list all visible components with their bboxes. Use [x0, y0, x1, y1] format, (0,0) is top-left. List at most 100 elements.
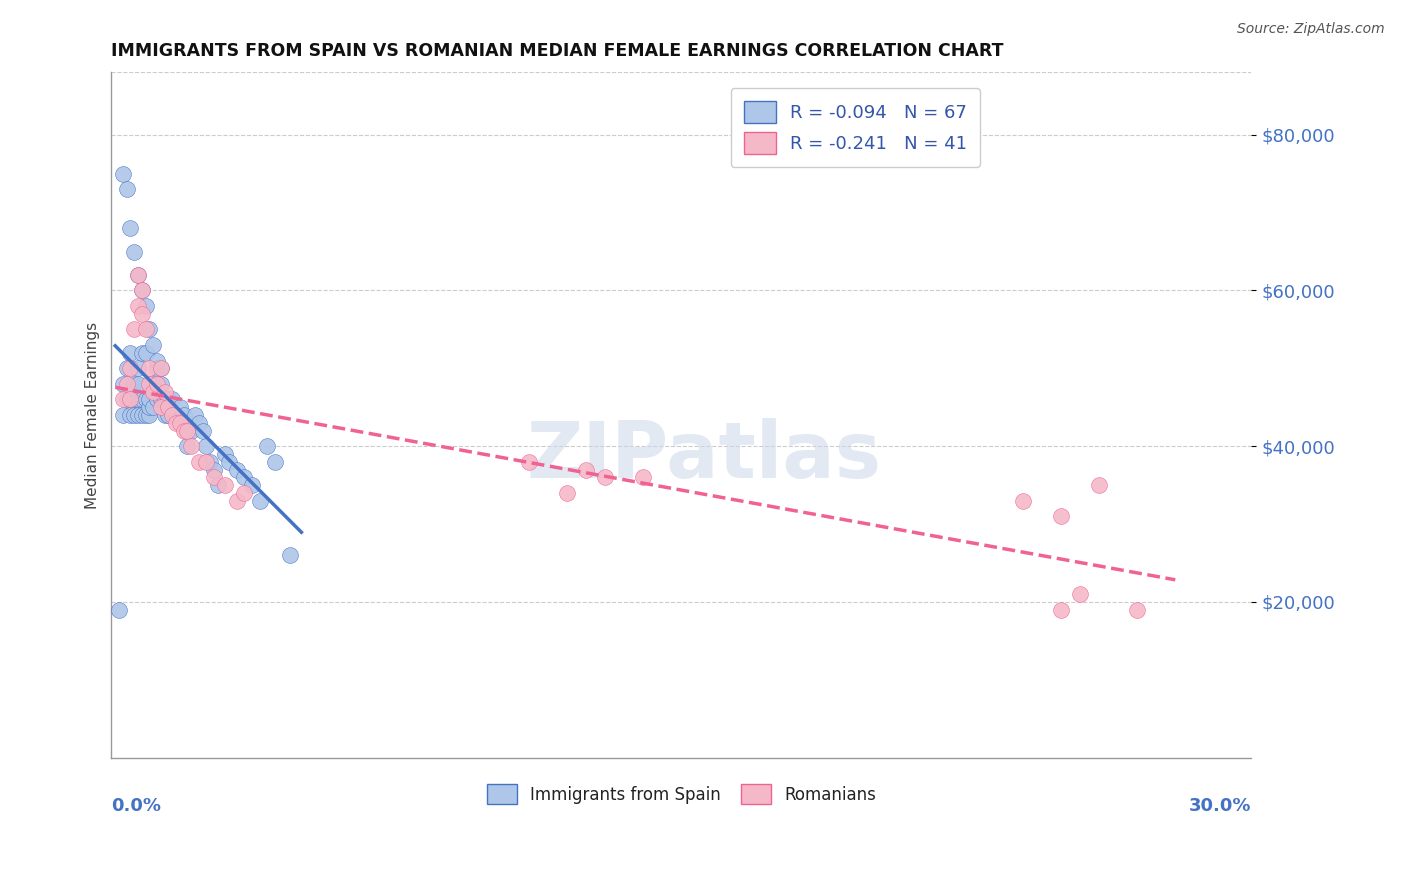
Point — [169, 416, 191, 430]
Point — [214, 478, 236, 492]
Point — [131, 284, 153, 298]
Point — [135, 322, 157, 336]
Point — [191, 424, 214, 438]
Point — [122, 376, 145, 391]
Point — [131, 284, 153, 298]
Point — [1050, 603, 1073, 617]
Legend: Immigrants from Spain, Romanians: Immigrants from Spain, Romanians — [479, 777, 883, 811]
Point — [138, 401, 160, 415]
Point — [135, 345, 157, 359]
Point — [180, 424, 202, 438]
Point — [111, 408, 134, 422]
Point — [187, 416, 209, 430]
Point — [142, 401, 165, 415]
Point — [214, 447, 236, 461]
Point — [160, 408, 183, 422]
Point — [149, 361, 172, 376]
Point — [184, 408, 207, 422]
Point — [149, 401, 172, 415]
Point — [575, 462, 598, 476]
Point — [153, 392, 176, 407]
Point — [122, 322, 145, 336]
Point — [146, 353, 169, 368]
Point — [138, 322, 160, 336]
Text: 0.0%: 0.0% — [111, 797, 162, 814]
Point — [120, 408, 142, 422]
Point — [240, 478, 263, 492]
Point — [176, 424, 198, 438]
Point — [142, 384, 165, 399]
Point — [111, 376, 134, 391]
Point — [1088, 478, 1111, 492]
Point — [225, 493, 247, 508]
Point — [202, 470, 225, 484]
Point — [633, 470, 655, 484]
Point — [557, 486, 579, 500]
Point — [120, 345, 142, 359]
Point — [165, 416, 187, 430]
Point — [157, 408, 180, 422]
Point — [153, 384, 176, 399]
Point — [135, 299, 157, 313]
Point — [173, 424, 195, 438]
Point — [165, 408, 187, 422]
Point — [149, 392, 172, 407]
Point — [122, 408, 145, 422]
Point — [120, 392, 142, 407]
Point — [108, 603, 131, 617]
Point — [157, 401, 180, 415]
Point — [127, 268, 149, 282]
Text: ZIPatlas: ZIPatlas — [527, 418, 882, 494]
Point — [142, 338, 165, 352]
Point — [115, 376, 138, 391]
Point — [218, 455, 240, 469]
Point — [149, 361, 172, 376]
Point — [111, 392, 134, 407]
Point — [131, 307, 153, 321]
Point — [256, 439, 278, 453]
Point — [138, 376, 160, 391]
Point — [127, 376, 149, 391]
Y-axis label: Median Female Earnings: Median Female Earnings — [86, 321, 100, 508]
Point — [146, 376, 169, 391]
Point — [595, 470, 617, 484]
Point — [173, 408, 195, 422]
Point — [249, 493, 271, 508]
Point — [200, 455, 222, 469]
Point — [180, 439, 202, 453]
Text: Source: ZipAtlas.com: Source: ZipAtlas.com — [1237, 22, 1385, 37]
Point — [138, 392, 160, 407]
Point — [1050, 509, 1073, 524]
Point — [146, 361, 169, 376]
Point — [1069, 587, 1091, 601]
Point — [1012, 493, 1035, 508]
Point — [263, 455, 285, 469]
Point — [135, 408, 157, 422]
Point — [187, 455, 209, 469]
Point — [127, 299, 149, 313]
Point — [115, 361, 138, 376]
Point — [169, 401, 191, 415]
Point — [115, 392, 138, 407]
Point — [138, 361, 160, 376]
Point — [115, 182, 138, 196]
Point — [135, 392, 157, 407]
Text: IMMIGRANTS FROM SPAIN VS ROMANIAN MEDIAN FEMALE EARNINGS CORRELATION CHART: IMMIGRANTS FROM SPAIN VS ROMANIAN MEDIAN… — [111, 42, 1004, 60]
Point — [146, 392, 169, 407]
Point — [120, 361, 142, 376]
Point — [127, 408, 149, 422]
Point — [225, 462, 247, 476]
Point — [233, 470, 256, 484]
Point — [1126, 603, 1149, 617]
Text: 30.0%: 30.0% — [1189, 797, 1251, 814]
Point — [149, 376, 172, 391]
Point — [142, 376, 165, 391]
Point — [153, 408, 176, 422]
Point — [120, 221, 142, 235]
Point — [127, 392, 149, 407]
Point — [122, 392, 145, 407]
Point — [278, 548, 301, 562]
Point — [176, 439, 198, 453]
Point — [160, 392, 183, 407]
Point — [127, 361, 149, 376]
